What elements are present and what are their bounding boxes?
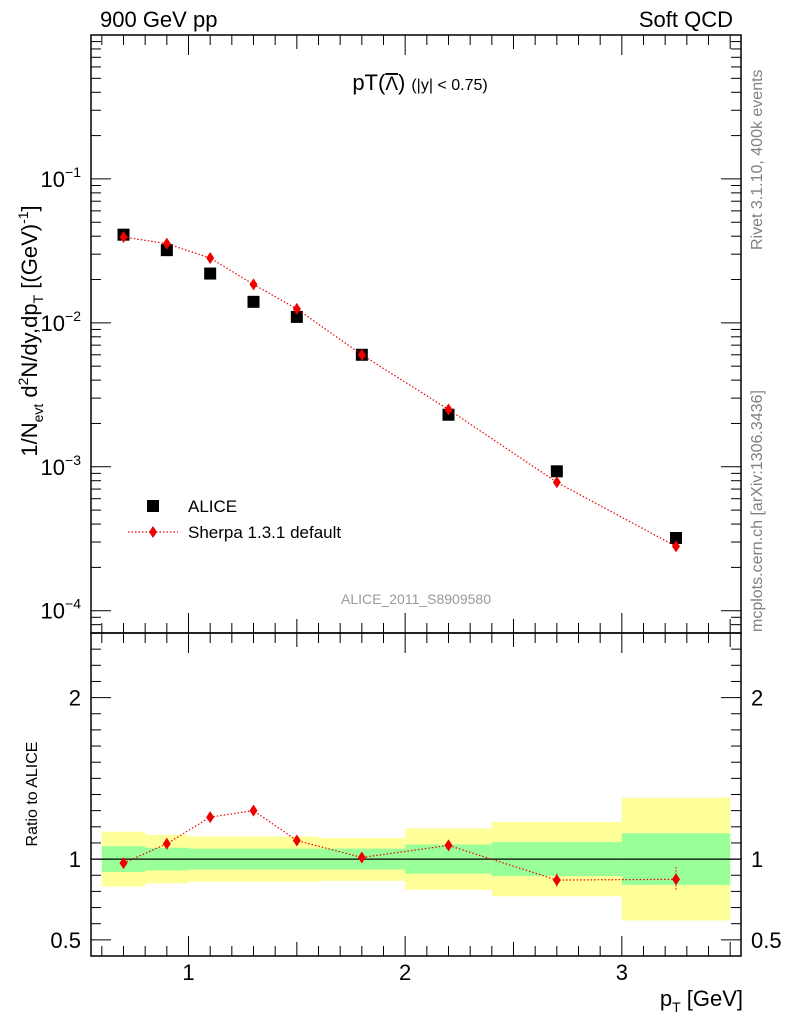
sherpa-point [249, 278, 258, 291]
ratio-y-tick-label-right: 2 [751, 686, 763, 711]
legend-mc-marker [149, 526, 157, 538]
alice-point [204, 267, 217, 280]
ratio-line [123, 810, 677, 881]
sherpa-point [292, 302, 301, 315]
ratio-y-axis-title: Ratio to ALICE [24, 742, 41, 847]
ratio-y-tick-label: 0.5 [50, 928, 81, 953]
ratio-point [119, 857, 128, 870]
legend-data-label: ALICE [188, 497, 237, 516]
x-tick-label: 3 [616, 960, 628, 985]
sherpa-point [552, 476, 561, 489]
y-tick-label: 10−3 [41, 452, 82, 480]
sherpa-point [206, 252, 215, 265]
sherpa-point [444, 403, 453, 416]
main-plot-title: pT(Λ) (|y| < 0.75) [352, 70, 487, 95]
y-tick-label: 10−1 [41, 164, 82, 192]
ratio-point [162, 837, 171, 850]
sherpa-point [672, 540, 680, 553]
ratio-y-tick-label: 1 [69, 847, 81, 872]
ratio-point [292, 834, 301, 847]
legend: ALICE Sherpa 1.3.1 default [128, 497, 341, 542]
watermark-label: ALICE_2011_S8909580 [341, 591, 491, 607]
rivet-label: Rivet 3.1.10, 400k events [749, 69, 766, 250]
alice-point [290, 310, 303, 323]
ratio-y-tick-label: 2 [69, 686, 81, 711]
sherpa-point [357, 348, 366, 361]
ratio-point [672, 873, 680, 886]
alice-point [670, 532, 682, 545]
sherpa-point [162, 237, 171, 250]
sherpa-point [119, 230, 128, 243]
header-right-label: Soft QCD [639, 7, 733, 32]
main-panel: 10−1 10−2 10−3 10−4 pT(Λ) (|y| < 0.75) 1/Nev… [15, 34, 742, 634]
ratio-panel: 0.5 0.5 1 1 2 2 1 2 3 Ratio to ALICE pT [GeV] [24, 632, 782, 1015]
mcplots-label: mcplots.cern.ch [arXiv:1306.3436] [749, 390, 766, 632]
lambda-bar-symbol: Λ [385, 74, 398, 95]
alice-point [247, 295, 260, 308]
legend-mc-label: Sherpa 1.3.1 default [188, 523, 341, 542]
ratio-point [552, 874, 561, 887]
ratio-point [249, 804, 258, 817]
y-tick-label: 10−4 [41, 596, 82, 624]
ratio-y-tick-label-right: 0.5 [751, 928, 782, 953]
x-tick-label: 2 [399, 960, 411, 985]
ratio-point [444, 839, 453, 852]
alice-point [160, 244, 173, 257]
main-frame [90, 34, 742, 634]
y-tick-label: 10−2 [41, 308, 82, 336]
ratio-y-tick-label-right: 1 [751, 847, 763, 872]
x-tick-label: 1 [182, 960, 194, 985]
x-axis-title: pT [GeV] [660, 986, 743, 1015]
header-left-label: 900 GeV pp [100, 7, 217, 32]
ratio-point [206, 811, 215, 824]
ratio-point [357, 851, 366, 864]
alice-point [550, 465, 563, 478]
main-y-axis-title: 1/Nevt d2N/dy,dpT [(GeV)-1] [15, 205, 46, 456]
legend-data-marker [147, 500, 159, 512]
